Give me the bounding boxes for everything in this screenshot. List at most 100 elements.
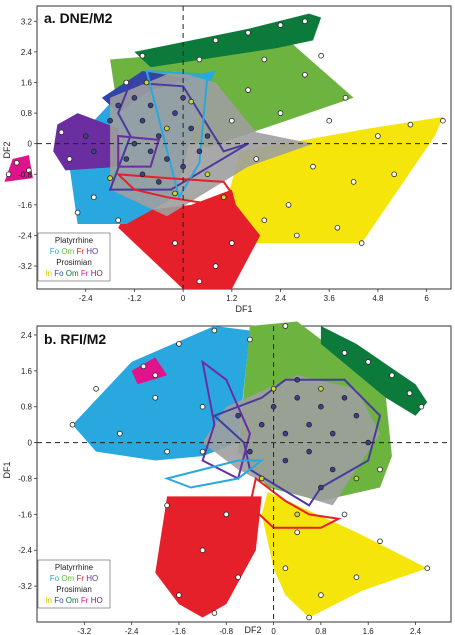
data-point [74, 209, 81, 216]
x-tick-label: 1.2 [226, 294, 238, 303]
y-tick-label: -0.8 [18, 474, 32, 483]
legend-platyrrhine: Platyrrhine [55, 563, 94, 572]
data-point [211, 327, 218, 334]
axis-lines [37, 6, 451, 289]
legend-ho: HO [91, 269, 103, 278]
data-point [302, 18, 308, 25]
x-tick-label: 0 [181, 294, 186, 303]
data-point [220, 194, 227, 201]
data-point [196, 278, 203, 285]
data-point [176, 341, 182, 347]
data-point [261, 217, 268, 224]
data-point [245, 87, 251, 93]
hull-in [261, 491, 428, 618]
y-tick-label: -1.6 [18, 201, 32, 210]
x-tick-label: -1.6 [172, 627, 186, 635]
legend-ho: HO [86, 247, 98, 256]
data-point [407, 121, 414, 128]
data-point [277, 22, 284, 28]
data-point [334, 225, 341, 231]
data-point [176, 592, 182, 598]
legend-fr: Fr [81, 596, 89, 605]
data-point [164, 125, 170, 132]
data-point [123, 79, 130, 86]
data-point [282, 565, 289, 571]
legend-fo: Fo [50, 574, 60, 583]
y-tick-label: 2.4 [21, 48, 33, 57]
x-tick-label: -2.4 [79, 294, 93, 303]
outline-layer [163, 359, 382, 529]
x-tick-labels: -2.4 -1.2 0 1.2 2.4 3.6 4.8 6 [79, 289, 429, 303]
data-point [377, 538, 383, 545]
legend-fr: Fr [76, 247, 84, 256]
x-tick-label: -1.2 [128, 294, 142, 303]
y-tick-label: -3.2 [18, 262, 32, 271]
data-point [293, 232, 300, 239]
data-point [13, 160, 20, 166]
data-point [341, 394, 348, 401]
data-point [306, 614, 312, 621]
data-point [358, 240, 365, 246]
legend-fo: Fo [54, 596, 64, 605]
data-point [91, 194, 97, 201]
y-tick-label: 3.2 [21, 17, 33, 26]
x-tick-label: 6 [424, 294, 429, 303]
legend-fo: Fo [50, 247, 60, 256]
outline-fr [248, 476, 342, 529]
hull-layer [72, 321, 428, 618]
legend-fr: Fr [81, 269, 89, 278]
data-point [329, 430, 336, 437]
legend-box [37, 232, 111, 282]
data-point [341, 511, 348, 518]
y-tick-label: -2.4 [18, 231, 32, 240]
data-point [306, 421, 312, 428]
hull-ompro [134, 13, 322, 68]
data-point [282, 430, 289, 437]
data-point [282, 457, 289, 464]
legend: Platyrrhine Fo Om Fr HO Prosimian In Fo … [37, 559, 111, 609]
data-point [389, 372, 395, 379]
axis-lines [37, 326, 451, 622]
data-point [107, 117, 113, 124]
data-point [152, 372, 159, 379]
data-point [375, 133, 381, 139]
data-point [285, 202, 292, 208]
data-point [377, 466, 383, 473]
panel-b: -3.2 -2.4 -1.6 -0.8 0 0.8 1.6 2.4 2.4 1.6 0.8 0 -0.… [2, 321, 452, 635]
x-tick-label: 2.4 [275, 294, 287, 303]
y-tick-label: -1.6 [18, 510, 32, 519]
data-point [229, 117, 235, 124]
x-tick-labels: -3.2 -2.4 -1.6 -0.8 0 0.8 1.6 2.4 [77, 622, 422, 635]
data-point [66, 156, 73, 162]
data-point [440, 117, 446, 124]
data-point [424, 565, 431, 571]
data-point [365, 359, 372, 365]
data-point [188, 98, 195, 105]
x-axis-label: DF1 [235, 304, 252, 314]
legend-in: In [45, 596, 52, 605]
y-tick-label: 1.6 [21, 367, 33, 376]
y-tick-label: 0 [28, 439, 33, 448]
data-point [353, 412, 360, 419]
data-point [418, 403, 425, 410]
legend: Platyrrhine Fo Om Fr HO Prosimian In Fo … [37, 232, 111, 282]
x-axis-label: DF2 [244, 625, 261, 635]
data-point [196, 148, 203, 155]
legend-fo: Fo [54, 269, 64, 278]
data-point [306, 448, 312, 455]
data-point [318, 385, 324, 392]
data-point [139, 171, 146, 178]
data-point [172, 110, 178, 116]
data-point [350, 179, 357, 185]
data-point [204, 171, 211, 178]
data-point [342, 95, 349, 101]
chart-title: b. RFI/M2 [44, 331, 106, 347]
data-point [152, 394, 159, 401]
legend-om: Om [66, 269, 79, 278]
y-tick-label: 0.8 [21, 403, 33, 412]
y-axis-label: DF2 [2, 141, 12, 158]
data-point [199, 403, 206, 410]
legend-pro-groups: In Fo Om Fr HO [45, 269, 102, 278]
data-point [318, 484, 324, 491]
data-point [199, 547, 206, 553]
